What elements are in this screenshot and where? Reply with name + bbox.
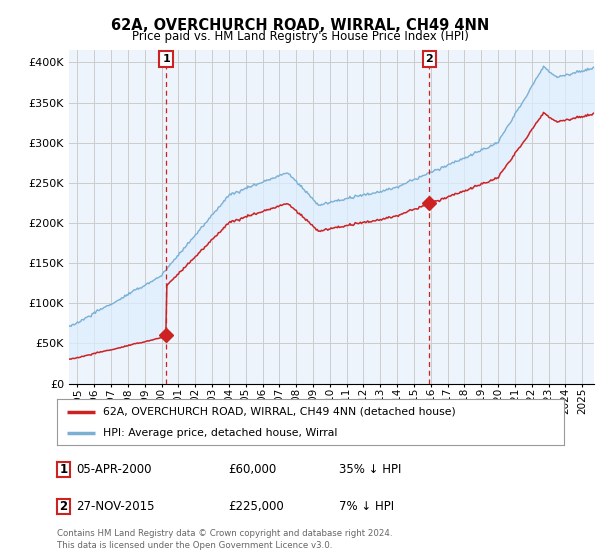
- Text: 2: 2: [425, 54, 433, 64]
- Text: 62A, OVERCHURCH ROAD, WIRRAL, CH49 4NN (detached house): 62A, OVERCHURCH ROAD, WIRRAL, CH49 4NN (…: [103, 407, 455, 417]
- Text: £60,000: £60,000: [228, 463, 276, 476]
- Text: 35% ↓ HPI: 35% ↓ HPI: [339, 463, 401, 476]
- Text: 1: 1: [59, 463, 67, 476]
- Text: £225,000: £225,000: [228, 500, 284, 513]
- Text: 27-NOV-2015: 27-NOV-2015: [76, 500, 155, 513]
- Text: Contains HM Land Registry data © Crown copyright and database right 2024.
This d: Contains HM Land Registry data © Crown c…: [57, 529, 392, 550]
- Text: Price paid vs. HM Land Registry's House Price Index (HPI): Price paid vs. HM Land Registry's House …: [131, 30, 469, 43]
- Text: 7% ↓ HPI: 7% ↓ HPI: [339, 500, 394, 513]
- Text: 62A, OVERCHURCH ROAD, WIRRAL, CH49 4NN: 62A, OVERCHURCH ROAD, WIRRAL, CH49 4NN: [111, 18, 489, 33]
- Text: HPI: Average price, detached house, Wirral: HPI: Average price, detached house, Wirr…: [103, 428, 337, 438]
- Text: 2: 2: [59, 500, 67, 513]
- Text: 1: 1: [162, 54, 170, 64]
- Text: 05-APR-2000: 05-APR-2000: [76, 463, 152, 476]
